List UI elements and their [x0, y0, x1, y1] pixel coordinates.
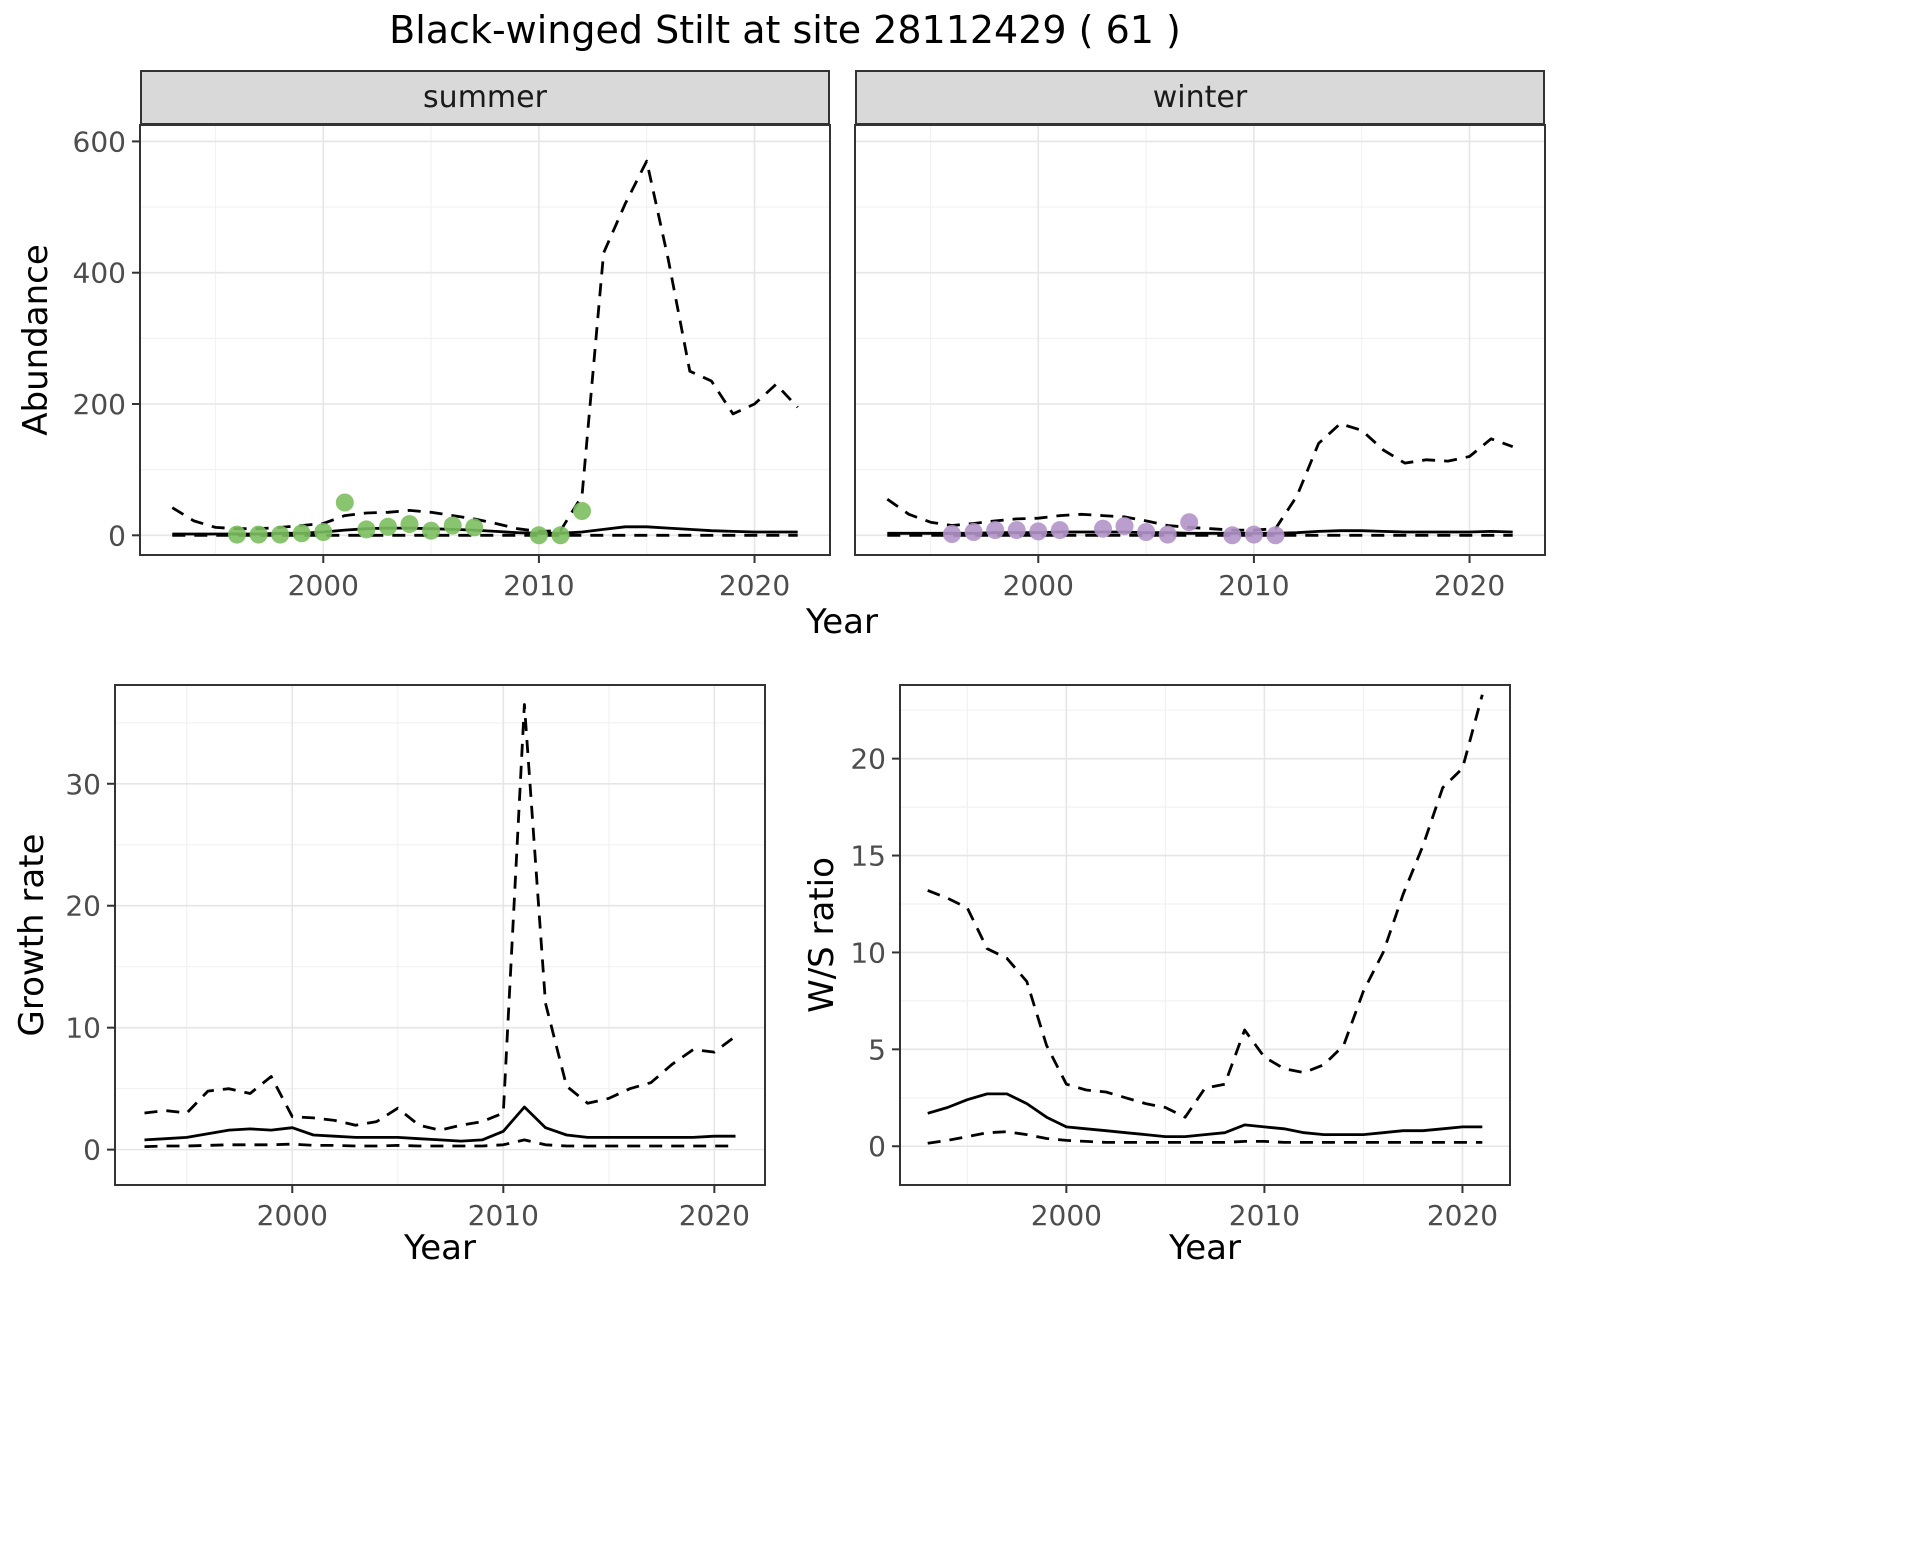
facet-label-winter: winter — [1152, 80, 1248, 115]
panel-background — [115, 685, 765, 1185]
data-point-observations — [1266, 526, 1285, 545]
year-axis-label-bottom-left: Year — [404, 1228, 476, 1268]
data-point-observations — [1050, 521, 1069, 540]
data-point-observations — [986, 521, 1005, 540]
y-tick-label: 30 — [65, 768, 101, 801]
y-tick-label: 10 — [65, 1012, 101, 1045]
chart-abundance-summer: 2000 2010 2020 0 200 400 600 — [73, 124, 831, 602]
data-point-observations — [573, 502, 591, 520]
growth-rate-axis-label: Growth rate — [12, 833, 52, 1037]
panel-border — [114, 684, 766, 1186]
series-lower-ci — [927, 1130, 1483, 1145]
x-tick-label: 2010 — [468, 1199, 539, 1232]
x-tick-label: 2010 — [1218, 569, 1289, 602]
panel-background — [900, 685, 1510, 1185]
data-point-observations — [292, 524, 311, 543]
data-point-observations — [551, 526, 570, 545]
series-lower-ci — [144, 1138, 736, 1148]
year-axis-label-top: Year — [806, 602, 878, 642]
y-tick-label: 0 — [108, 519, 126, 552]
series-upper-ci — [886, 422, 1514, 532]
data-point-observations — [1180, 513, 1199, 532]
data-point-observations — [465, 518, 484, 537]
abundance-axis-label: Abundance — [16, 244, 56, 436]
facet-label-summer: summer — [423, 80, 547, 115]
y-tick-label: 5 — [868, 1033, 886, 1066]
panel-border — [854, 124, 1546, 556]
data-point-observations — [314, 523, 333, 541]
facet-strip-winter: winter — [855, 70, 1545, 125]
x-tick-label: 2020 — [1434, 569, 1505, 602]
y-tick-label: 20 — [850, 743, 886, 776]
series-upper-ci — [144, 703, 737, 1132]
x-tick-label: 2010 — [1229, 1199, 1300, 1232]
panel-background — [140, 125, 830, 555]
year-axis-label-bottom-right: Year — [1169, 1228, 1241, 1268]
panel-border — [139, 124, 831, 556]
data-point-observations — [529, 526, 548, 545]
data-point-observations — [1094, 519, 1112, 538]
data-point-observations — [443, 516, 462, 535]
data-point-observations — [400, 515, 419, 534]
series-fit — [144, 1105, 736, 1143]
y-tick-label: 0 — [868, 1130, 886, 1163]
data-point-observations — [422, 521, 441, 540]
chart-growth-rate: 2000 2010 2020 0 10 20 30 — [65, 684, 766, 1232]
x-tick-label: 2000 — [1031, 1199, 1102, 1232]
y-tick-label: 15 — [850, 840, 886, 873]
data-point-observations — [1007, 521, 1026, 540]
x-tick-label: 2020 — [719, 569, 790, 602]
data-point-observations — [249, 525, 268, 544]
series-fit — [927, 1092, 1483, 1138]
data-point-observations — [1137, 523, 1156, 541]
x-tick-label: 2020 — [1427, 1199, 1498, 1232]
data-point-observations — [943, 525, 961, 543]
x-tick-label: 2010 — [503, 569, 574, 602]
panel-background — [855, 125, 1545, 555]
panel-border — [899, 684, 1511, 1186]
x-tick-label: 2000 — [288, 569, 359, 602]
y-tick-label: 600 — [73, 125, 126, 158]
chart-abundance-winter: 2000 2010 2020 — [854, 124, 1546, 602]
data-point-observations — [1158, 525, 1177, 544]
y-tick-label: 0 — [83, 1134, 101, 1167]
y-tick-label: 400 — [73, 257, 126, 290]
ws-ratio-axis-label: W/S ratio — [802, 857, 842, 1013]
y-tick-label: 200 — [73, 388, 126, 421]
data-point-observations — [357, 520, 376, 539]
chart-title: Black-winged Stilt at site 28112429 ( 61… — [389, 8, 1181, 52]
y-tick-label: 20 — [65, 890, 101, 923]
data-point-observations — [1244, 525, 1263, 544]
series-upper-ci — [927, 694, 1484, 1119]
data-point-observations — [228, 525, 246, 544]
series-upper-ci — [171, 159, 799, 533]
data-point-observations — [271, 525, 290, 544]
data-point-observations — [379, 517, 397, 536]
data-point-observations — [335, 493, 354, 512]
data-point-observations — [1115, 517, 1134, 536]
x-tick-label: 2020 — [679, 1199, 750, 1232]
chart-ws-ratio: 2000 2010 2020 0 5 10 15 20 — [850, 684, 1511, 1232]
data-point-observations — [964, 523, 983, 541]
y-tick-label: 10 — [850, 936, 886, 969]
x-tick-label: 2000 — [257, 1199, 328, 1232]
data-point-observations — [1223, 526, 1242, 545]
facet-strip-summer: summer — [140, 70, 830, 125]
x-tick-label: 2000 — [1003, 569, 1074, 602]
data-point-observations — [1029, 522, 1048, 541]
